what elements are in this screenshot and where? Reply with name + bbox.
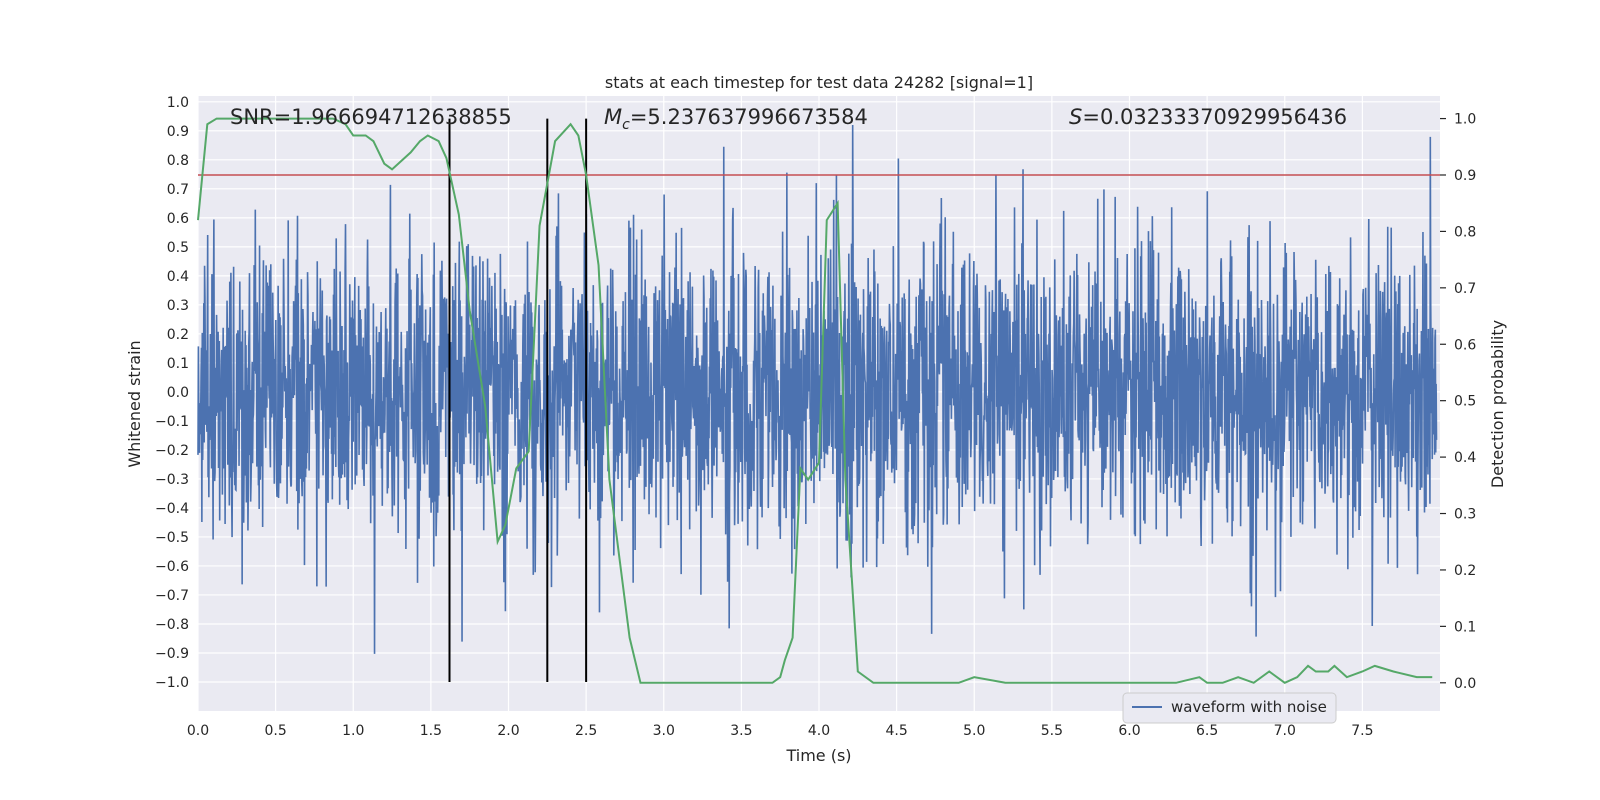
waveform-series — [197, 125, 1438, 654]
legend-label: waveform with noise — [1171, 698, 1327, 716]
y-tick-label: 0.1 — [167, 356, 189, 372]
s-value: =0.03233370929956436 — [1082, 105, 1347, 129]
y2-tick-label: 0.7 — [1454, 281, 1476, 297]
y-tick-label: 0.4 — [167, 269, 189, 285]
snr-annotation: SNR=1.966694712638855 — [230, 105, 512, 129]
legend-box — [1122, 692, 1337, 724]
mc-subscript: c — [622, 117, 630, 133]
y-tick-label: −0.8 — [155, 617, 189, 633]
y2-axis-ticks: 0.0 0.1 0.2 0.3 0.4 0.5 0.6 0.7 0.8 0.9 1.0 — [1440, 112, 1476, 692]
x-tick-label: 4.5 — [885, 723, 907, 739]
x-tick-label: 5.5 — [1041, 723, 1063, 739]
y-tick-label: 0.3 — [167, 298, 189, 314]
y-axis-label: Whitened strain — [125, 340, 144, 467]
waveform-line — [197, 125, 1438, 654]
x-tick-label: 6.0 — [1118, 723, 1140, 739]
chart-title: stats at each timestep for test data 242… — [605, 73, 1033, 92]
y-tick-label: 0.5 — [167, 240, 189, 256]
y2-tick-label: 0.3 — [1454, 507, 1476, 523]
y-tick-label: −0.1 — [155, 414, 189, 430]
y-tick-label: −0.4 — [155, 501, 189, 517]
y2-tick-label: 1.0 — [1454, 112, 1476, 128]
y-tick-label: 0.0 — [167, 385, 189, 401]
y-tick-label: −0.2 — [155, 443, 189, 459]
y-tick-label: 1.0 — [167, 95, 189, 111]
y-tick-label: −0.9 — [155, 646, 189, 662]
y2-tick-label: 0.8 — [1454, 224, 1476, 240]
y-tick-label: −1.0 — [155, 675, 189, 691]
x-tick-label: 1.0 — [342, 723, 364, 739]
probability-line — [197, 117, 1433, 684]
x-tick-label: 3.0 — [653, 723, 675, 739]
y2-tick-label: 0.9 — [1454, 168, 1476, 184]
y-tick-label: −0.6 — [155, 559, 189, 575]
y2-axis-label: Detection probability — [1488, 320, 1507, 488]
y2-tick-label: 0.0 — [1454, 676, 1476, 692]
y-tick-label: 0.9 — [167, 124, 189, 140]
mc-symbol: M — [604, 105, 622, 129]
y-tick-label: 0.2 — [167, 327, 189, 343]
x-tick-label: 6.5 — [1196, 723, 1218, 739]
mc-annotation: Mc=5.237637996673584 — [604, 105, 868, 133]
s-symbol: S — [1069, 105, 1082, 129]
x-tick-label: 1.5 — [420, 723, 442, 739]
y-tick-label: −0.7 — [155, 588, 189, 604]
mc-value: =5.237637996673584 — [630, 105, 868, 129]
y-tick-label: −0.3 — [155, 472, 189, 488]
x-tick-label: 3.5 — [730, 723, 752, 739]
y2-tick-label: 0.5 — [1454, 394, 1476, 410]
x-tick-label: 2.5 — [575, 723, 597, 739]
y-tick-label: 0.6 — [167, 211, 189, 227]
s-annotation: S=0.03233370929956436 — [1069, 105, 1347, 129]
x-tick-label: 0.0 — [187, 723, 209, 739]
y-axis-ticks: 1.0 0.9 0.8 0.7 0.6 0.5 0.4 0.3 0.2 0.1 0.0 −0.1 −0.… — [155, 95, 189, 691]
y-tick-label: 0.7 — [167, 182, 189, 198]
legend: waveform with noise — [1122, 692, 1337, 724]
y2-tick-label: 0.6 — [1454, 337, 1476, 353]
probability-series — [197, 117, 1433, 684]
x-tick-label: 2.0 — [497, 723, 519, 739]
y2-tick-label: 0.1 — [1454, 619, 1476, 635]
y-tick-label: −0.5 — [155, 530, 189, 546]
x-tick-label: 7.0 — [1274, 723, 1296, 739]
y2-tick-label: 0.4 — [1454, 450, 1476, 466]
y-tick-label: 0.8 — [167, 153, 189, 169]
x-tick-label: 5.0 — [963, 723, 985, 739]
y2-tick-label: 0.2 — [1454, 563, 1476, 579]
x-axis-label: Time (s) — [785, 746, 851, 765]
x-tick-label: 7.5 — [1351, 723, 1373, 739]
vertical-markers — [448, 118, 588, 682]
x-axis-ticks: 0.0 0.5 1.0 1.5 2.0 2.5 3.0 3.5 4.0 4.5 5.0 5.5 6.0 6… — [187, 723, 1374, 739]
x-tick-label: 4.0 — [808, 723, 830, 739]
x-tick-label: 0.5 — [264, 723, 286, 739]
